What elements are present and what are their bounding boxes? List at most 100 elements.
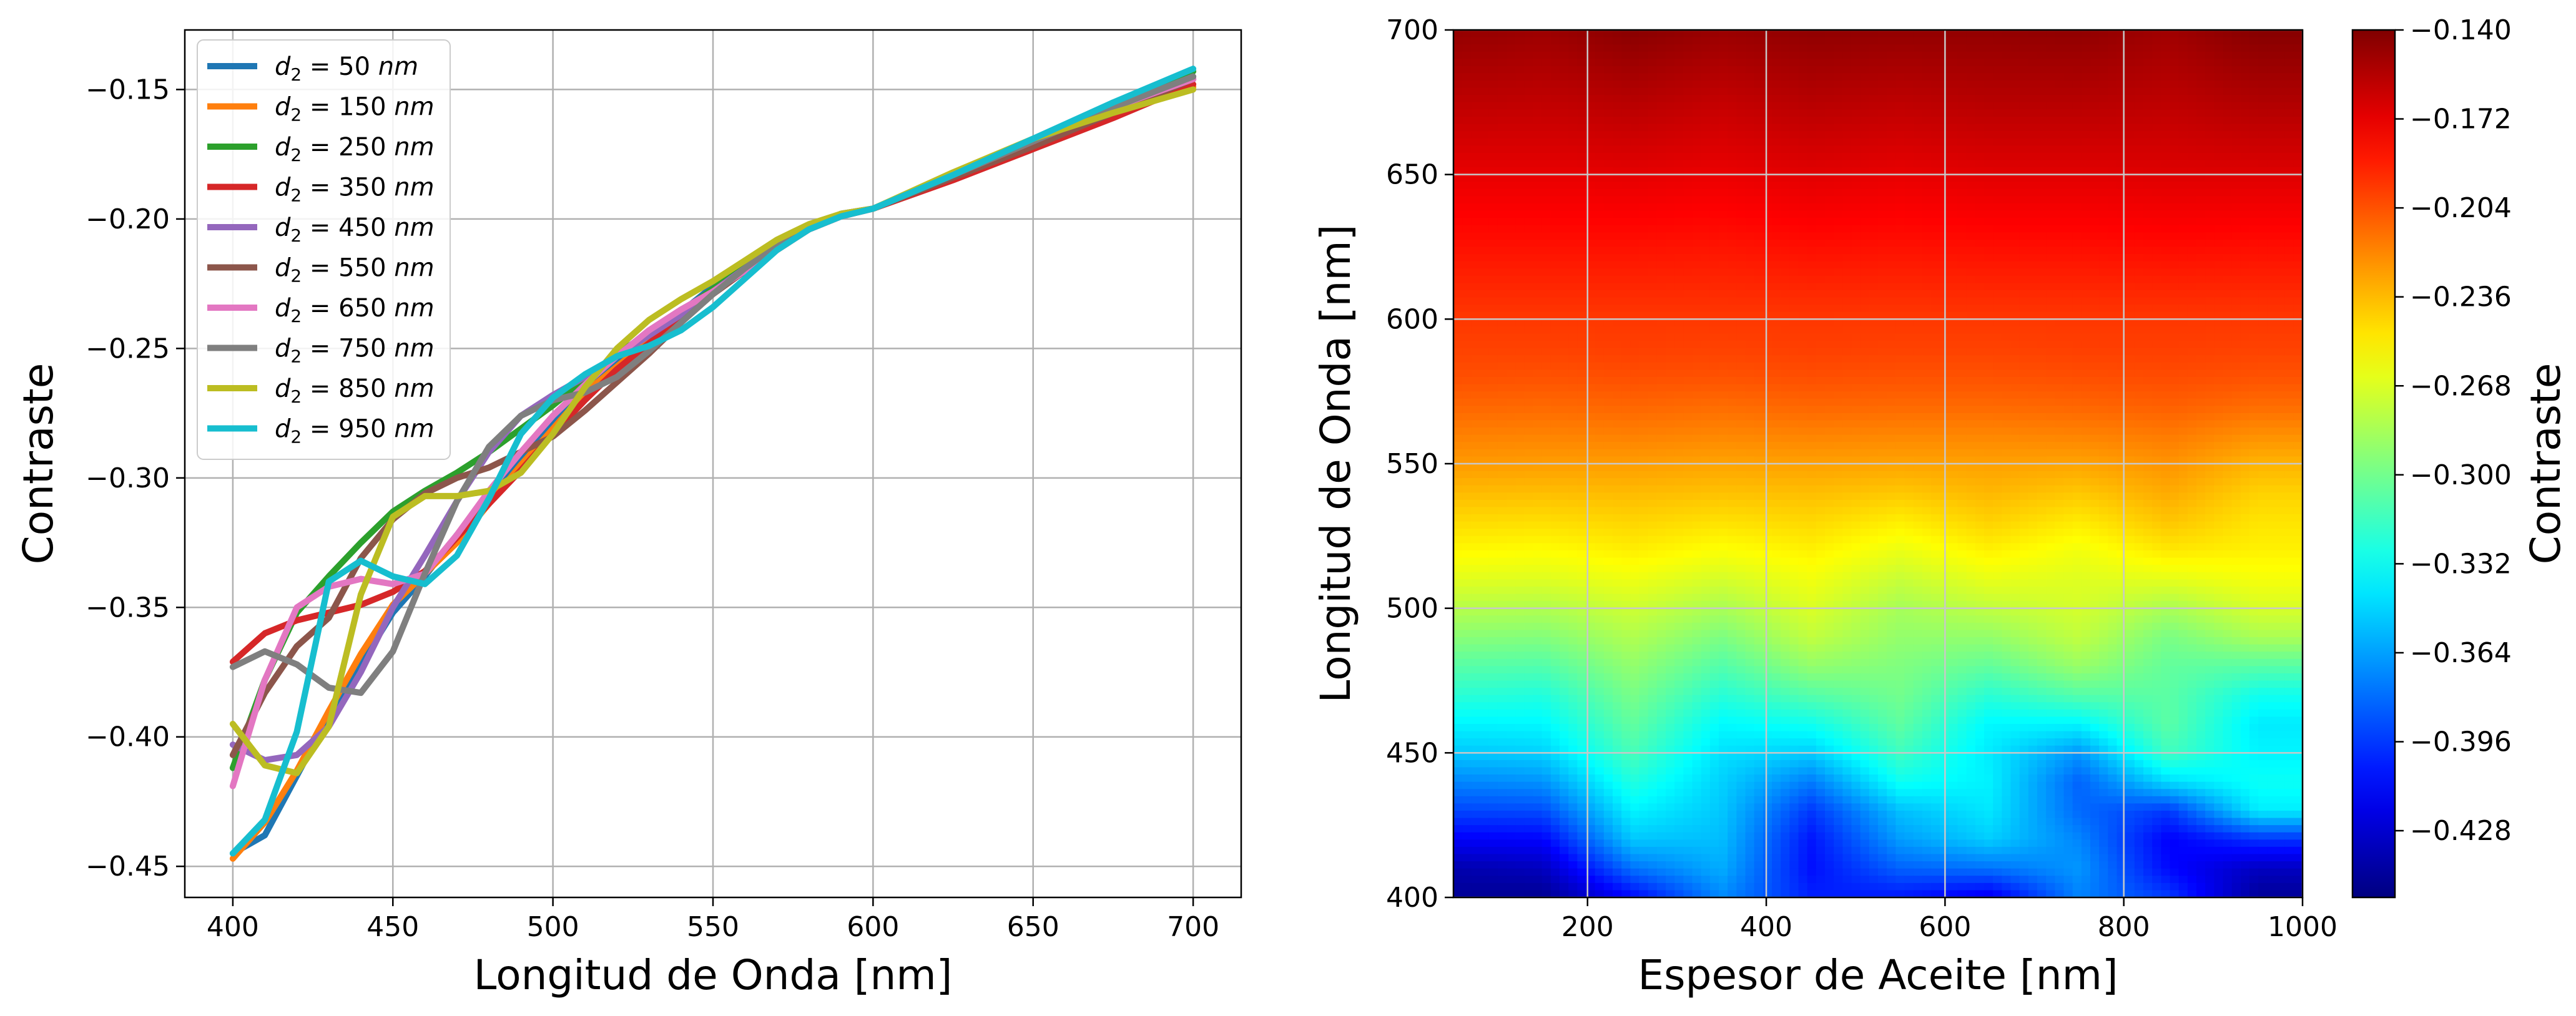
heatmap-cell xyxy=(1975,145,1985,154)
heatmap-cell xyxy=(1692,348,1702,356)
heatmap-cell xyxy=(1816,232,1826,240)
heatmap-cell xyxy=(1887,87,1897,96)
heatmap-cell xyxy=(1639,109,1649,117)
heatmap-cell xyxy=(1462,196,1472,204)
heatmap-cell xyxy=(1816,210,1826,218)
heatmap-cell xyxy=(2196,160,2206,168)
heatmap-cell xyxy=(2267,384,2277,392)
heatmap-cell xyxy=(1781,160,1791,168)
heatmap-cell xyxy=(1922,167,1932,175)
heatmap-cell xyxy=(1507,275,1516,284)
heatmap-cell xyxy=(1550,362,1560,371)
heatmap-cell xyxy=(1480,160,1490,168)
heatmap-cell xyxy=(1719,268,1728,276)
heatmap-cell xyxy=(2108,384,2118,392)
heatmap-cell xyxy=(1541,333,1551,341)
heatmap-cell xyxy=(2170,182,2180,190)
legend-entry-var: d xyxy=(275,213,291,242)
heatmap-cell xyxy=(2072,188,2082,197)
heatmap-cell xyxy=(1488,59,1498,67)
heatmap-cell xyxy=(1666,152,1675,161)
heatmap-cell xyxy=(1560,124,1569,132)
heatmap-cell xyxy=(1816,239,1826,248)
heatmap-cell xyxy=(1869,30,1879,38)
heatmap-cell xyxy=(1816,369,1826,378)
heatmap-cell xyxy=(1568,160,1578,168)
heatmap-cell xyxy=(1825,109,1834,117)
heatmap-cell xyxy=(2019,117,2029,125)
heatmap-cell xyxy=(1781,81,1791,89)
heatmap-cell xyxy=(1895,188,1905,197)
heatmap-cell xyxy=(1603,377,1613,385)
heatmap-cell xyxy=(1621,225,1631,233)
heatmap-cell xyxy=(2116,87,2126,96)
heatmap-cell xyxy=(1754,182,1764,190)
heatmap-cell xyxy=(1462,218,1472,226)
heatmap-cell xyxy=(1807,109,1817,117)
heatmap-cell xyxy=(1772,311,1781,320)
heatmap-cell xyxy=(1887,182,1897,190)
heatmap-cell xyxy=(2046,305,2056,313)
heatmap-cell xyxy=(2284,117,2294,125)
heatmap-cell xyxy=(2002,283,2012,291)
heatmap-cell xyxy=(1949,66,1959,74)
heatmap-cell xyxy=(1497,283,1507,291)
heatmap-cell xyxy=(2258,261,2268,270)
heatmap-cell xyxy=(1975,152,1985,161)
heatmap-cell xyxy=(2187,167,2197,175)
heatmap-cell xyxy=(1692,152,1702,161)
heatmap-cell xyxy=(1993,160,2003,168)
heatmap-cell xyxy=(1984,225,1993,233)
heatmap-cell xyxy=(2152,44,2162,52)
heatmap-cell xyxy=(1692,369,1702,378)
heatmap-cell xyxy=(1975,268,1985,276)
heatmap-cell xyxy=(2178,348,2188,356)
heatmap-cell xyxy=(1533,109,1543,117)
heatmap-cell xyxy=(1931,51,1940,60)
heatmap-cell xyxy=(1895,355,1905,363)
heatmap-cell xyxy=(2152,210,2162,218)
heatmap-cell xyxy=(1762,203,1772,212)
heatmap-cell xyxy=(1524,290,1534,298)
heatmap-cell xyxy=(2010,326,2020,335)
heatmap-cell xyxy=(1834,30,1844,38)
heatmap-cell xyxy=(1719,188,1728,197)
heatmap-cell xyxy=(1736,369,1746,378)
heatmap-cell xyxy=(1789,305,1799,313)
heatmap-cell xyxy=(1975,59,1985,67)
heatmap-cell xyxy=(2090,377,2100,385)
heatmap-cell xyxy=(1922,305,1932,313)
heatmap-cell xyxy=(1674,377,1684,385)
heatmap-cell xyxy=(1878,377,1887,385)
heatmap-cell xyxy=(1807,341,1817,349)
heatmap-cell xyxy=(2028,333,2038,341)
heatmap-cell xyxy=(1754,81,1764,89)
heatmap-cell xyxy=(2002,131,2012,139)
heatmap-cell xyxy=(1922,44,1932,52)
heatmap-cell xyxy=(2072,95,2082,103)
heatmap-cell xyxy=(1515,319,1525,327)
heatmap-cell xyxy=(1887,44,1897,52)
heatmap-cell xyxy=(1719,247,1728,255)
heatmap-cell xyxy=(1922,362,1932,371)
heatmap-cell xyxy=(1816,51,1826,60)
heatmap-cell xyxy=(1639,348,1649,356)
heatmap-cell xyxy=(2134,210,2144,218)
heatmap-cell xyxy=(1878,341,1887,349)
heatmap-cell xyxy=(2170,232,2180,240)
legend-entry-value: = 550 xyxy=(302,254,394,283)
heatmap-cell xyxy=(1507,73,1516,81)
heatmap-cell xyxy=(1807,196,1817,204)
heatmap-cell xyxy=(1613,44,1622,52)
heatmap-cell xyxy=(2072,145,2082,154)
heatmap-cell xyxy=(1630,326,1640,335)
heatmap-cell xyxy=(1462,239,1472,248)
heatmap-cell xyxy=(1674,232,1684,240)
heatmap-cell xyxy=(2258,81,2268,89)
heatmap-cell xyxy=(2125,174,2135,183)
heatmap-cell xyxy=(2134,66,2144,74)
heatmap-cell xyxy=(1595,362,1605,371)
heatmap-cell xyxy=(1762,152,1772,161)
heatmap-cell xyxy=(1851,51,1861,60)
heatmap-cell xyxy=(1869,268,1879,276)
